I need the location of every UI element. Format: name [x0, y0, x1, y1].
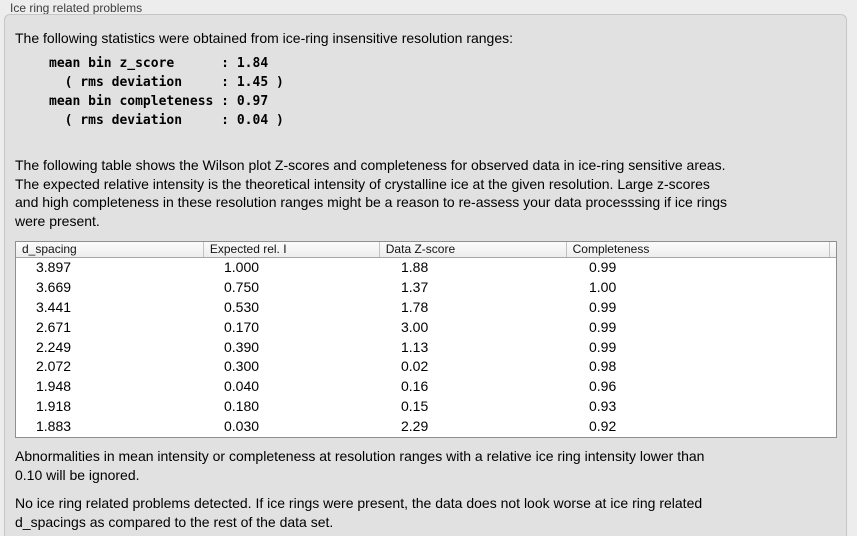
table-cell: 1.78 [401, 298, 429, 315]
table-row[interactable]: 3.669 0.750 1.37 1.00 [16, 278, 836, 298]
table-cell: 3.669 [36, 278, 72, 295]
table-cell: 0.390 [224, 338, 260, 355]
table-cell: 2.29 [401, 418, 429, 434]
table-row[interactable]: 2.671 0.170 3.00 0.99 [16, 318, 836, 338]
table-body: 3.897 1.000 1.88 0.99 3.669 0.750 1.37 1.00 3.44… [16, 258, 836, 437]
table-cell: 0.16 [401, 378, 429, 395]
table-cell: 0.98 [589, 358, 617, 375]
table-row[interactable]: 1.948 0.040 0.16 0.96 [16, 377, 836, 397]
column-header[interactable]: Data Z-score [378, 242, 566, 257]
table-cell: 1.13 [401, 338, 429, 355]
table-cell: 1.00 [589, 278, 617, 295]
table-cell: 0.300 [224, 358, 260, 375]
table-cell: 1.883 [36, 418, 72, 434]
conclusion-text: No ice ring related problems detected. I… [15, 495, 703, 530]
table-cell: 1.000 [224, 259, 260, 275]
table-cell: 0.15 [401, 398, 429, 415]
ice-ring-table[interactable]: d_spacing Expected rel. I Data Z-score Comp… [15, 241, 837, 438]
table-cell: 0.93 [589, 398, 617, 415]
description-text: The following table shows the Wilson plo… [15, 157, 728, 229]
table-cell: 0.99 [589, 338, 617, 355]
table-cell: 0.030 [224, 418, 260, 434]
stats-block: mean bin z_score : 1.84 ( rms deviation … [49, 56, 284, 128]
ice-ring-panel: The following statistics were obtained f… [4, 14, 847, 536]
table-cell: 0.96 [589, 378, 617, 395]
table-cell: 0.02 [401, 358, 429, 375]
table-cell: 3.897 [36, 259, 72, 275]
column-header[interactable]: d_spacing [22, 242, 77, 256]
table-cell: 2.671 [36, 318, 72, 335]
table-cell: 2.249 [36, 338, 72, 355]
table-cell: 1.88 [401, 259, 429, 275]
table-cell: 0.180 [224, 398, 260, 415]
table-cell: 0.170 [224, 318, 260, 335]
intro-text: The following statistics were obtained f… [15, 30, 514, 46]
table-cell: 2.072 [36, 358, 72, 375]
table-row[interactable]: 1.883 0.030 2.29 0.92 [16, 417, 836, 437]
column-header[interactable]: Completeness [565, 242, 829, 257]
table-row[interactable]: 3.441 0.530 1.78 0.99 [16, 298, 836, 318]
table-cell: 0.99 [589, 259, 617, 275]
column-header-filler [829, 242, 836, 257]
table-cell: 1.918 [36, 398, 72, 415]
table-header-row: d_spacing Expected rel. I Data Z-score Comp… [16, 242, 836, 258]
table-cell: 1.37 [401, 278, 429, 295]
table-cell: 1.948 [36, 378, 72, 395]
table-cell: 3.00 [401, 318, 429, 335]
table-cell: 0.040 [224, 378, 260, 395]
table-cell: 0.99 [589, 318, 617, 335]
table-cell: 0.99 [589, 298, 617, 315]
ignore-note-text: Abnormalities in mean intensity or compl… [15, 448, 705, 483]
table-cell: 3.441 [36, 298, 72, 315]
table-row[interactable]: 3.897 1.000 1.88 0.99 [16, 258, 836, 278]
column-header[interactable]: Expected rel. I [202, 242, 379, 257]
table-cell: 0.750 [224, 278, 260, 295]
panel-title: Ice ring related problems [10, 1, 143, 15]
table-row[interactable]: 2.072 0.300 0.02 0.98 [16, 357, 836, 377]
table-row[interactable]: 2.249 0.390 1.13 0.99 [16, 338, 836, 358]
table-row[interactable]: 1.918 0.180 0.15 0.93 [16, 397, 836, 417]
table-cell: 0.530 [224, 298, 260, 315]
table-cell: 0.92 [589, 418, 617, 434]
